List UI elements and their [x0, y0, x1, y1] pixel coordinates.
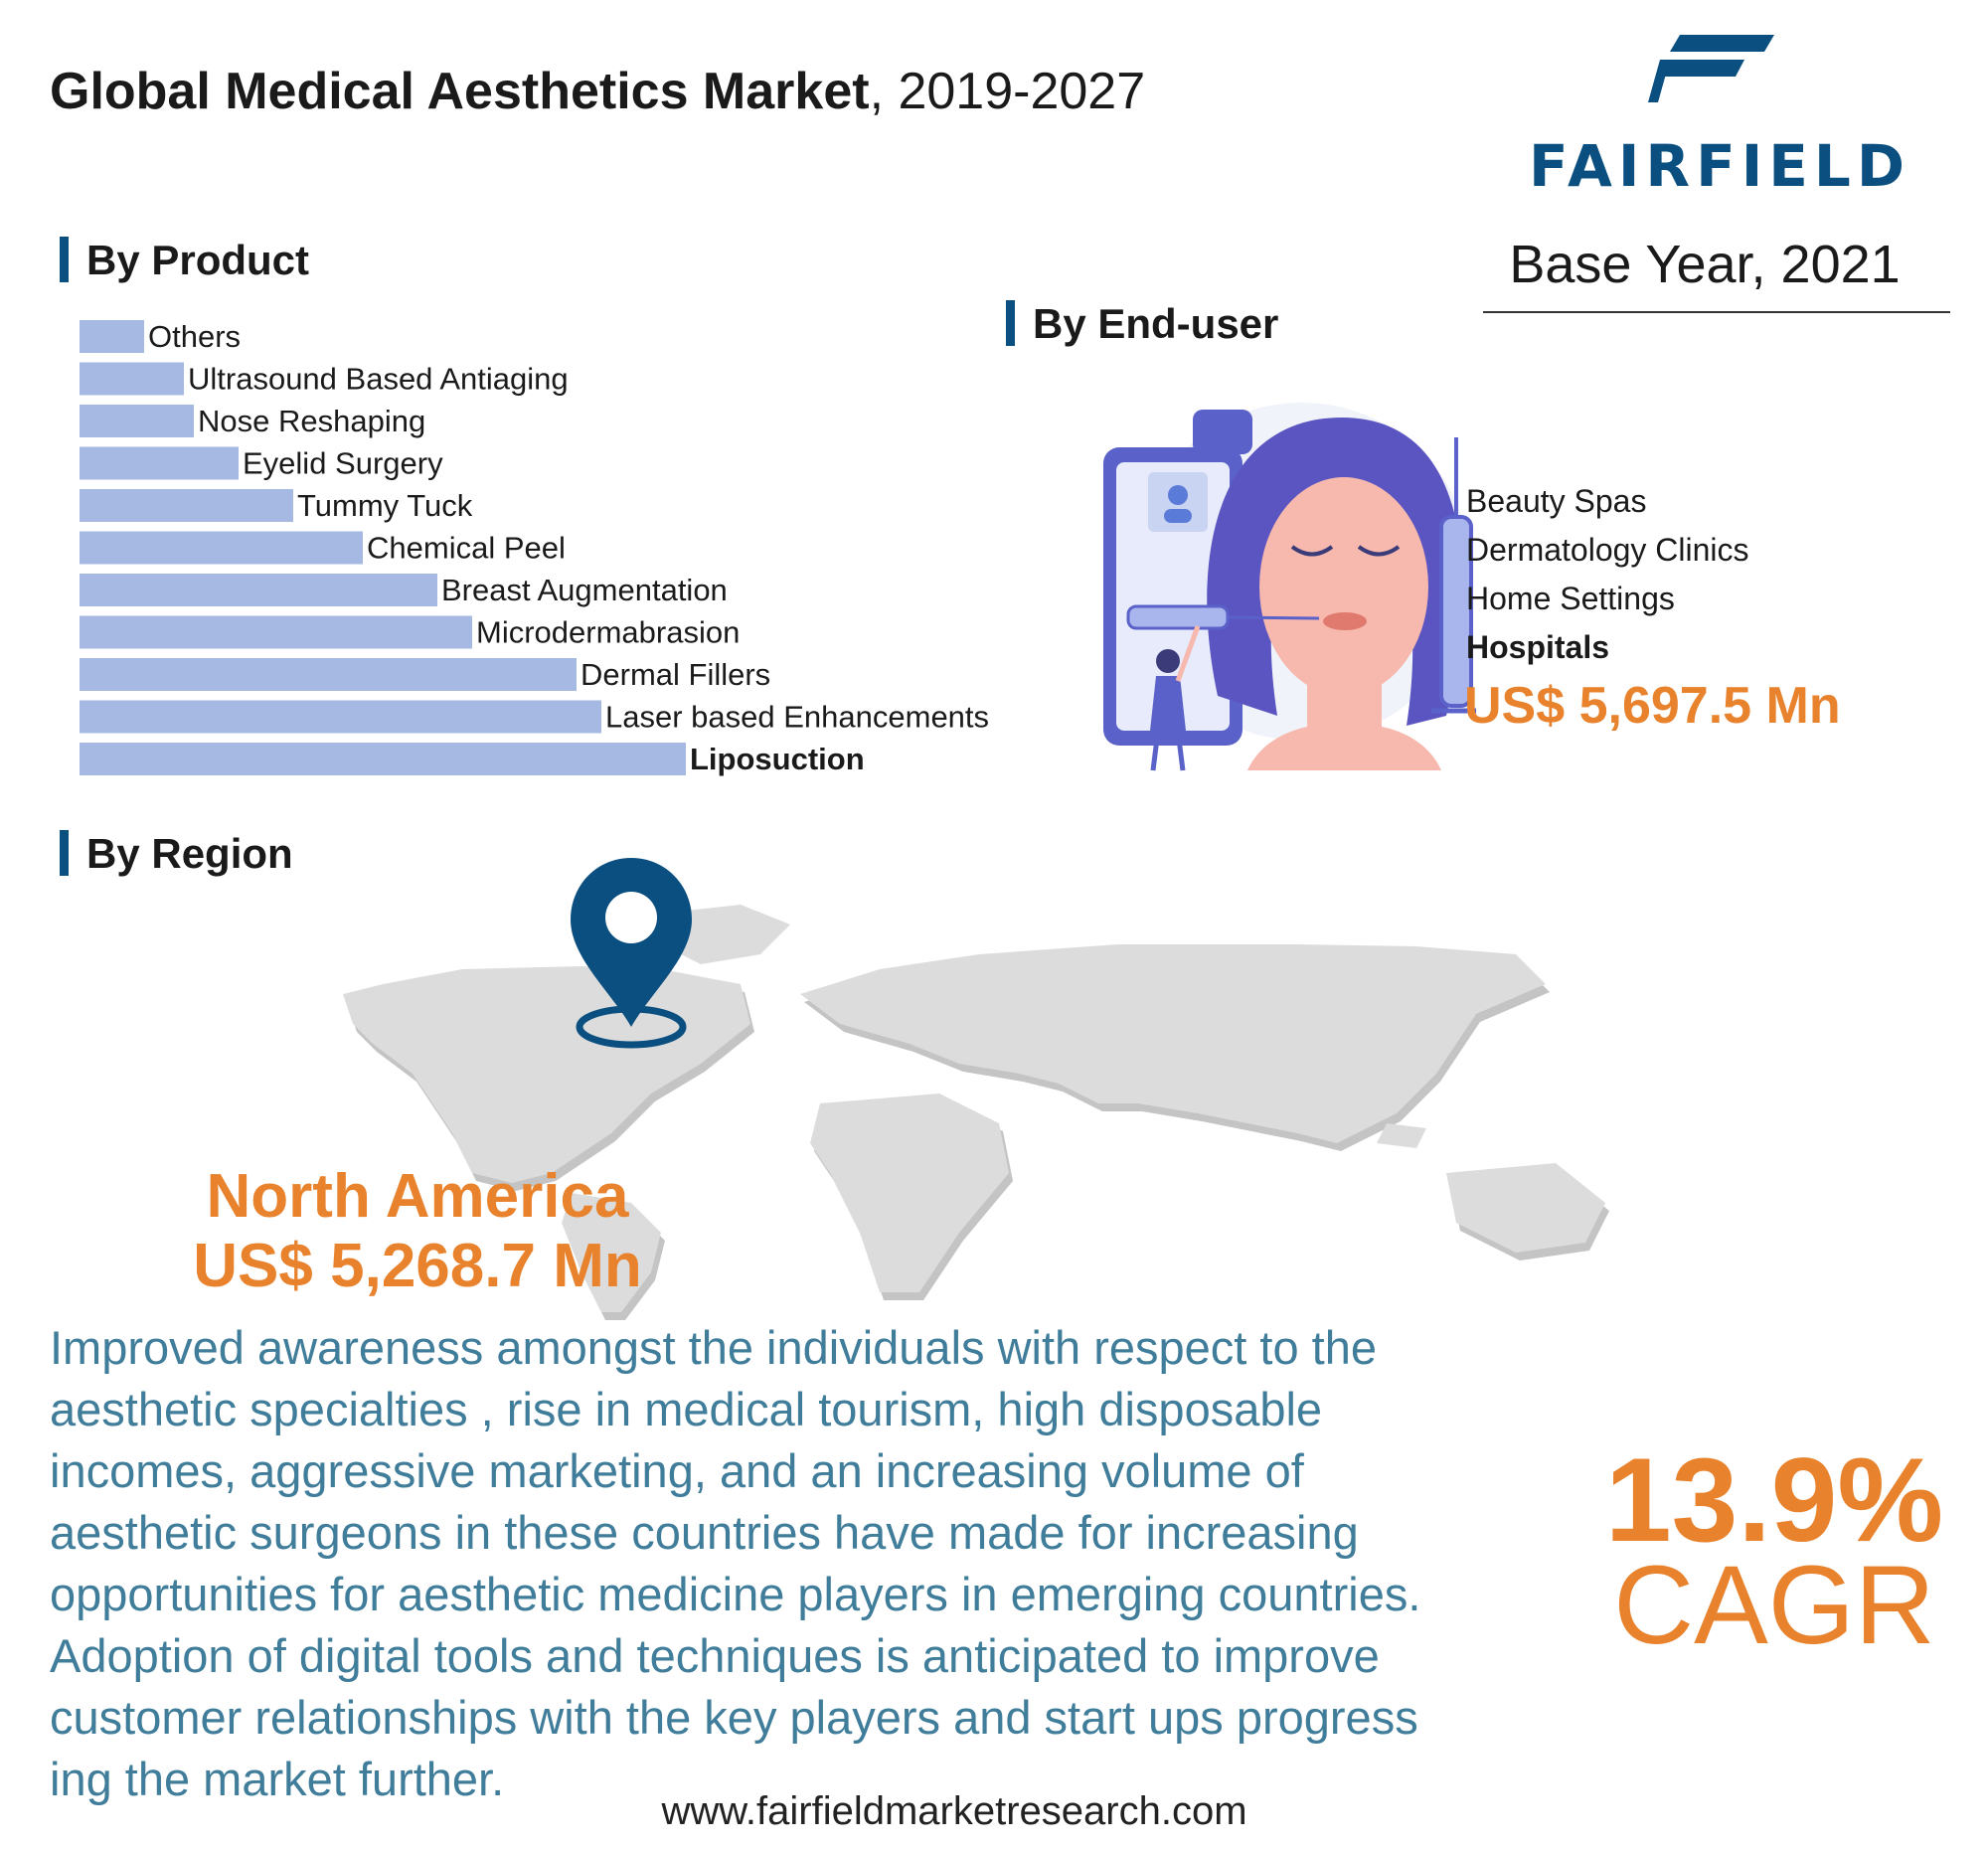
section-by-enduser: By End-user	[1006, 299, 1279, 350]
region-value: US$ 5,268.7 Mn	[193, 1232, 642, 1300]
bar-label: Liposuction	[690, 742, 865, 776]
needle-horizontal	[1227, 615, 1320, 620]
enduser-item: Beauty Spas	[1466, 483, 1647, 519]
section-title: By End-user	[1033, 300, 1279, 347]
title-years: , 2019-2027	[869, 63, 1146, 120]
doctor-leg-right	[1175, 730, 1186, 771]
aesthetic-treatment-illustration	[1103, 403, 1476, 771]
bar-tummy-tuck	[80, 489, 293, 522]
bar-label: Tummy Tuck	[297, 488, 473, 523]
continent-eurasia	[800, 944, 1546, 1143]
continent-australia	[1446, 1163, 1605, 1253]
section-title: By Product	[86, 237, 310, 283]
bar-label: Ultrasound Based Antiaging	[188, 362, 569, 397]
doctor-head-icon	[1156, 649, 1180, 673]
continent-africa	[810, 1093, 1009, 1292]
pin-hole	[605, 892, 657, 943]
enduser-item: Dermatology Clinics	[1466, 532, 1749, 568]
description-line: incomes, aggressive marketing, and an in…	[50, 1444, 1304, 1497]
description-line: aesthetic surgeons in these countries ha…	[50, 1506, 1359, 1559]
description-line: Improved awareness amongst the individua…	[50, 1321, 1377, 1374]
location-pin-icon	[571, 858, 692, 1049]
shoulders-shape	[1247, 724, 1441, 770]
left-eye-closed	[1290, 545, 1334, 557]
syringe-horizontal-icon	[1126, 604, 1230, 630]
continent-north-america	[343, 966, 750, 1183]
description-line: opportunities for aesthetic medicine pla…	[50, 1568, 1421, 1620]
base-year: Base Year, 2021	[1509, 235, 1901, 294]
bar-label: Microdermabrasion	[476, 615, 740, 650]
website-url[interactable]: www.fairfieldmarketresearch.com	[661, 1789, 1247, 1833]
map-continents	[343, 905, 1605, 1312]
bar-label: Chemical Peel	[367, 531, 566, 566]
clipboard-clip	[1193, 410, 1252, 454]
description-line: Adoption of digital tools and techniques…	[50, 1629, 1380, 1682]
bar-eyelid-surgery	[80, 446, 239, 480]
bar-breast-augmentation	[80, 574, 437, 606]
continent-south-america	[562, 1193, 661, 1312]
product-bar-chart: Others Ultrasound Based Antiaging Nose Res…	[80, 320, 989, 776]
bar-microdermabrasion	[80, 615, 472, 649]
description-line: customer relationships with the key play…	[50, 1691, 1418, 1744]
title-main: Global Medical Aesthetics Market	[50, 63, 870, 120]
page-title: Global Medical Aesthetics Market, 2019-2…	[50, 62, 1145, 121]
enduser-value: US$ 5,697.5 Mn	[1464, 677, 1841, 735]
bar-nose-reshaping	[80, 405, 194, 437]
section-marker	[60, 236, 69, 282]
profile-head-icon	[1168, 485, 1188, 505]
bar-chemical-peel	[80, 531, 363, 565]
bar-label: Laser based Enhancements	[605, 700, 989, 735]
bar-liposuction	[80, 743, 686, 775]
doctor-body-icon	[1150, 676, 1186, 731]
enduser-item: Home Settings	[1466, 581, 1675, 616]
fairfield-logo: FAIRFIELD	[1529, 35, 1910, 199]
cagr-label: CAGR	[1613, 1543, 1935, 1667]
enduser-list: Beauty Spas Dermatology Clinics Home Set…	[1466, 477, 1749, 672]
section-marker	[1006, 299, 1015, 346]
enduser-item-highlight: Hospitals	[1466, 629, 1610, 665]
cagr-value: 13.9%	[1604, 1433, 1944, 1567]
bar-label: Nose Reshaping	[198, 404, 425, 438]
section-by-region: By Region	[60, 829, 293, 880]
logo-text: FAIRFIELD	[1529, 132, 1910, 199]
logo-mark-stem	[1648, 60, 1670, 102]
hair-shape	[1207, 418, 1463, 726]
bar-others	[80, 320, 144, 353]
bar-laser-based-enhancements	[80, 700, 601, 734]
bar-label: Dermal Fillers	[580, 657, 770, 692]
face-shape	[1259, 477, 1428, 696]
profile-body-icon	[1164, 509, 1192, 523]
island-southeast-asia	[1377, 1123, 1426, 1148]
section-marker	[60, 829, 69, 876]
doctor-arm	[1175, 625, 1201, 682]
description-line: aesthetic specialties , rise in medical …	[50, 1383, 1323, 1435]
bar-label: Others	[148, 320, 241, 354]
section-title: By Region	[86, 830, 293, 877]
right-eye-closed	[1357, 545, 1401, 557]
description-line: ing the market further.	[50, 1753, 505, 1805]
world-map	[343, 905, 1609, 1320]
logo-mark-middle	[1656, 60, 1744, 77]
logo-mark-top	[1670, 35, 1774, 52]
description-paragraph: Improved awareness amongst the individua…	[50, 1317, 1640, 1810]
bar-dermal-fillers	[80, 658, 577, 691]
bar-ultrasound-based-antiaging	[80, 362, 184, 396]
lips-shape	[1323, 612, 1367, 630]
section-by-product: By Product	[60, 236, 310, 286]
bar-label: Breast Augmentation	[441, 573, 728, 607]
region-name: North America	[206, 1162, 629, 1231]
base-year-divider	[1483, 311, 1950, 313]
bar-label: Eyelid Surgery	[243, 446, 443, 481]
doctor-leg-left	[1150, 730, 1161, 771]
